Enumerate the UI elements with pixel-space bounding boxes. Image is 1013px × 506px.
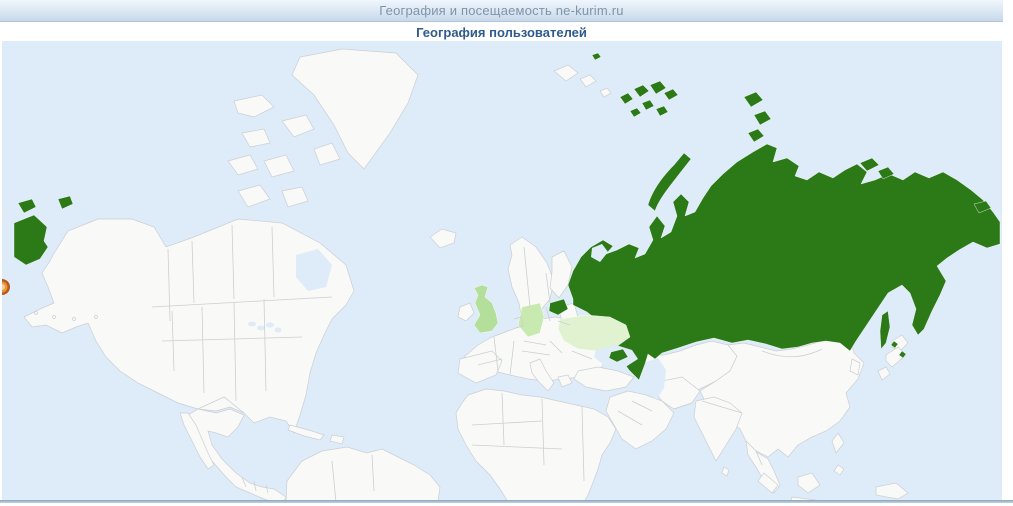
world-map-svg: [2, 48, 1001, 502]
region-europe: [457, 236, 635, 392]
region-south-america: [285, 446, 441, 502]
region-belarus[interactable]: [548, 298, 569, 316]
country-borders: [151, 224, 823, 502]
region-germany[interactable]: [517, 302, 545, 338]
region-russia[interactable]: [567, 143, 1001, 381]
region-united-kingdom[interactable]: [473, 284, 499, 334]
region-russia-islands[interactable]: [13, 52, 992, 363]
region-asia: [605, 330, 909, 502]
location-marker-icon[interactable]: [2, 279, 10, 295]
section-header-title: География и посещаемость ne-kurim.ru: [379, 3, 624, 18]
bottom-divider: [0, 500, 1013, 503]
world-geochart[interactable]: [2, 41, 1002, 502]
region-north-america: [23, 94, 355, 502]
map-title: География пользователей: [416, 25, 587, 40]
region-africa: [455, 388, 617, 502]
region-greenland: [291, 48, 612, 249]
section-header-bar: География и посещаемость ne-kurim.ru: [0, 0, 1003, 22]
